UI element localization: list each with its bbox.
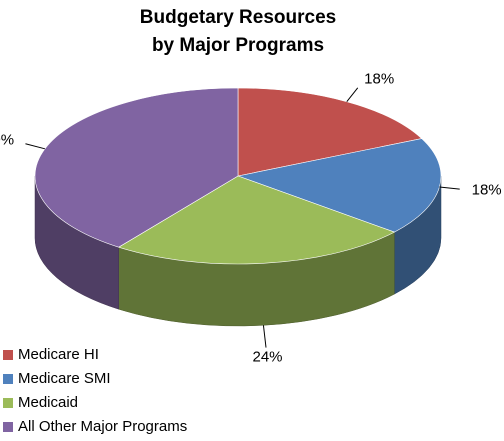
leader-line bbox=[262, 325, 267, 348]
leader-line bbox=[346, 87, 359, 103]
chart-title: Budgetary Resources bbox=[140, 7, 336, 28]
leader-line bbox=[439, 186, 460, 190]
legend-label: Medicare HI bbox=[18, 346, 99, 363]
legend-label: All Other Major Programs bbox=[18, 418, 187, 435]
legend-swatch bbox=[3, 398, 13, 408]
data-label: 24% bbox=[252, 348, 282, 365]
legend-label: Medicaid bbox=[18, 394, 78, 411]
chart-title: by Major Programs bbox=[152, 35, 324, 56]
legend-swatch bbox=[3, 350, 13, 360]
data-label: 18% bbox=[364, 70, 394, 87]
legend-label: Medicare SMI bbox=[18, 370, 111, 387]
legend-swatch bbox=[3, 422, 13, 432]
pie-slice bbox=[236, 138, 442, 233]
leader-line bbox=[25, 143, 46, 150]
data-label: 18% bbox=[472, 181, 502, 198]
legend-swatch bbox=[3, 374, 13, 384]
pie-slice bbox=[117, 175, 396, 265]
data-label: 40% bbox=[0, 132, 14, 149]
pie-slice bbox=[34, 87, 239, 248]
